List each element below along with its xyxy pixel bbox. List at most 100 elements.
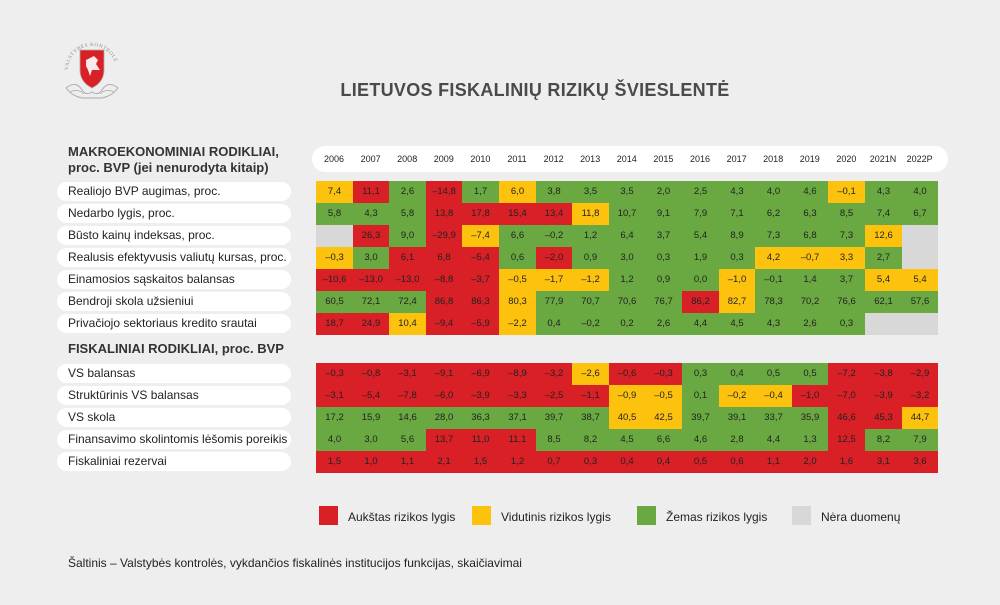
risk-cell: 0,4 <box>719 363 755 385</box>
risk-cell: 4,4 <box>755 429 792 451</box>
year-label: 2006 <box>323 154 345 164</box>
risk-cell: 0,6 <box>499 247 536 269</box>
section-macro-line2: proc. BVP (jei nenurodyta kitaip) <box>68 160 269 175</box>
risk-cell: 5,6 <box>389 429 426 451</box>
risk-cell: 3,0 <box>353 247 389 269</box>
risk-cell: –8,9 <box>499 363 536 385</box>
risk-cell: 5,4 <box>902 269 938 291</box>
legend-label-none: Nėra duomenų <box>821 510 901 524</box>
risk-cell: 3,0 <box>353 429 389 451</box>
risk-cell: 12,6 <box>865 225 902 247</box>
risk-cell: –3,3 <box>499 385 536 407</box>
risk-cell: 4,3 <box>719 181 755 203</box>
risk-cell: 26,3 <box>353 225 389 247</box>
risk-cell: –0,5 <box>645 385 682 407</box>
risk-cell: 6,8 <box>792 225 828 247</box>
risk-cell: 3,3 <box>828 247 865 269</box>
risk-cell: 12,5 <box>828 429 865 451</box>
risk-cell: 6,6 <box>499 225 536 247</box>
risk-cell: 0,4 <box>536 313 572 335</box>
legend-label-low: Žemas rizikos lygis <box>666 510 768 524</box>
risk-cell: 39,7 <box>682 407 719 429</box>
risk-cell: 35,9 <box>792 407 828 429</box>
risk-cell: 24,9 <box>353 313 389 335</box>
risk-cell: 8,5 <box>536 429 572 451</box>
risk-cell: 3,8 <box>536 181 572 203</box>
risk-cell: 33,7 <box>755 407 792 429</box>
risk-cell: 6,4 <box>609 225 645 247</box>
risk-cell: 8,2 <box>572 429 609 451</box>
risk-cell: 0,2 <box>609 313 645 335</box>
year-label: 2018 <box>763 154 784 164</box>
risk-cell: 3,6 <box>902 451 938 473</box>
risk-cell: 1,1 <box>755 451 792 473</box>
row-label: Realusis efektyvusis valiutų kursas, pro… <box>57 248 291 267</box>
risk-cell <box>316 225 353 247</box>
year-label: 2011 <box>507 154 527 164</box>
row-label: Būsto kainų indeksas, proc. <box>57 226 291 245</box>
risk-cell: 72,4 <box>389 291 426 313</box>
risk-cell: 0,4 <box>645 451 682 473</box>
year-label: 2008 <box>397 154 418 164</box>
risk-cell: 7,3 <box>828 225 865 247</box>
risk-cell: 0,5 <box>682 451 719 473</box>
risk-cell: 9,1 <box>645 203 682 225</box>
risk-cell: 0,4 <box>609 451 645 473</box>
risk-cell: 0,0 <box>682 269 719 291</box>
risk-cell: 82,7 <box>719 291 755 313</box>
risk-cell: 0,9 <box>572 247 609 269</box>
risk-cell: 2,6 <box>389 181 426 203</box>
source-note: Šaltinis – Valstybės kontrolės, vykdanči… <box>68 556 522 570</box>
risk-cell: –2,2 <box>499 313 536 335</box>
risk-cell: 86,8 <box>426 291 462 313</box>
risk-cell: 2,0 <box>792 451 828 473</box>
risk-cell: 4,2 <box>755 247 792 269</box>
risk-cell: –6,0 <box>426 385 462 407</box>
risk-cell: 17,8 <box>462 203 499 225</box>
risk-cell: 1,2 <box>572 225 609 247</box>
risk-cell: 11,8 <box>572 203 609 225</box>
year-label: 2014 <box>616 154 637 164</box>
risk-cell: 72,1 <box>353 291 389 313</box>
legend-swatch-medium <box>472 506 491 525</box>
legend-label-high: Aukštas rizikos lygis <box>348 510 456 524</box>
risk-cell: 40,5 <box>609 407 645 429</box>
risk-cell: 70,6 <box>609 291 645 313</box>
risk-cell <box>902 225 938 247</box>
legend-swatch-low <box>637 506 656 525</box>
risk-cell: 2,6 <box>792 313 828 335</box>
risk-cell: 14,6 <box>389 407 426 429</box>
risk-cell: 11,0 <box>462 429 499 451</box>
risk-cell: –13,0 <box>353 269 389 291</box>
row-label: Finansavimo skolintomis lėšomis poreikis <box>57 430 291 449</box>
row-label: Fiskaliniai rezervai <box>57 452 291 471</box>
row-label: Bendroji skola užsieniui <box>57 292 291 311</box>
risk-cell: –2,5 <box>536 385 572 407</box>
risk-cell: 3,7 <box>828 269 865 291</box>
risk-cell: –2,0 <box>536 247 572 269</box>
risk-cell: –0,1 <box>755 269 792 291</box>
risk-cell: 4,5 <box>609 429 645 451</box>
risk-cell: –0,2 <box>719 385 755 407</box>
risk-cell: 4,3 <box>353 203 389 225</box>
row-label: Realiojo BVP augimas, proc. <box>57 182 291 201</box>
risk-cell: –0,3 <box>316 247 353 269</box>
risk-cell: 6,1 <box>389 247 426 269</box>
risk-cell: –2,9 <box>902 363 938 385</box>
risk-cell: 86,3 <box>462 291 499 313</box>
row-label: VS skola <box>57 408 291 427</box>
risk-cell: 13,8 <box>426 203 462 225</box>
risk-cell: 80,3 <box>499 291 536 313</box>
legend-swatch-none <box>792 506 811 525</box>
risk-cell: –1,0 <box>719 269 755 291</box>
risk-cell: 3,5 <box>572 181 609 203</box>
year-label: 2015 <box>653 154 674 164</box>
risk-cell: 11,1 <box>499 429 536 451</box>
risk-cell: 10,4 <box>389 313 426 335</box>
risk-cell: –3,1 <box>389 363 426 385</box>
risk-cell: –0,2 <box>572 313 609 335</box>
risk-cell: –0,1 <box>828 181 865 203</box>
risk-cell: 4,0 <box>316 429 353 451</box>
year-label: 2019 <box>799 154 820 164</box>
risk-cell: 42,5 <box>645 407 682 429</box>
